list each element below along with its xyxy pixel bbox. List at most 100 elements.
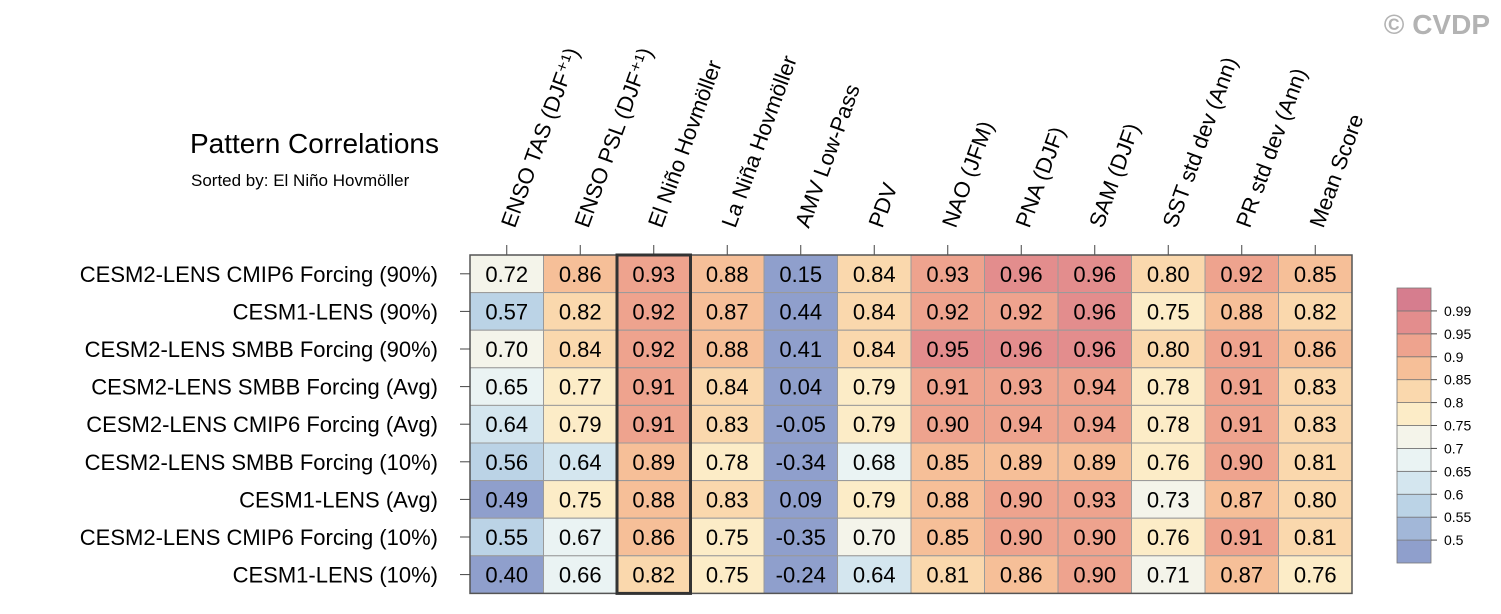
cell-value-label: 0.57 bbox=[485, 299, 528, 324]
colorbar-tick-label: 0.7 bbox=[1444, 440, 1464, 456]
cell-value-label: 0.79 bbox=[853, 375, 896, 400]
column-label: NAO (JFM) bbox=[937, 118, 999, 231]
cell-value-label: 0.84 bbox=[559, 337, 602, 362]
colorbar-segment bbox=[1396, 379, 1432, 403]
cell-value-label: 0.90 bbox=[1000, 487, 1043, 512]
colorbar-segment bbox=[1396, 470, 1432, 495]
cell-value-label: 0.96 bbox=[1073, 262, 1116, 287]
cell-value-label: 0.80 bbox=[1294, 487, 1337, 512]
cell-value-label: 0.90 bbox=[1220, 450, 1263, 475]
cell-value-label: 0.85 bbox=[1294, 262, 1337, 287]
heatmap-grid: 0.72 0.86 0.93 0.88 0.15 0.84 0.93 0.96 0.96 0.80… bbox=[469, 253, 1353, 595]
cell-value-label: 0.96 bbox=[1073, 299, 1116, 324]
heatmap-cell bbox=[1278, 367, 1353, 406]
cell-value-label: 0.81 bbox=[926, 563, 969, 588]
cell-value-label: 0.94 bbox=[1073, 412, 1116, 437]
colorbar-tick-label: 0.85 bbox=[1444, 372, 1471, 388]
cell-value-label: 0.49 bbox=[485, 487, 528, 512]
cell-value-label: 0.55 bbox=[485, 525, 528, 550]
heatmap-cell bbox=[1278, 329, 1353, 369]
colorbar-tick-label: 0.8 bbox=[1444, 395, 1464, 411]
cell-value-label: 0.93 bbox=[926, 262, 969, 287]
colorbar-tick-label: 0.65 bbox=[1444, 463, 1471, 479]
cell-value-label: 0.79 bbox=[853, 412, 896, 437]
column-label: ENSO PSL (DJF⁺¹) bbox=[569, 44, 657, 230]
cell-value-label: 0.91 bbox=[1220, 525, 1263, 550]
heatmap-cell bbox=[1131, 480, 1206, 519]
cell-value-label: 0.95 bbox=[926, 337, 969, 362]
heatmap-cell bbox=[1278, 442, 1353, 482]
cell-value-label: 0.87 bbox=[706, 299, 749, 324]
heatmap-cell bbox=[910, 517, 985, 557]
chart-title: Pattern Correlations bbox=[190, 128, 439, 159]
heatmap-cell bbox=[469, 254, 544, 294]
cell-value-label: 0.88 bbox=[706, 262, 749, 287]
colorbar-segment bbox=[1396, 539, 1432, 564]
heatmap-cell bbox=[1204, 329, 1279, 369]
cell-value-label: 0.87 bbox=[1220, 563, 1263, 588]
cell-value-label: 0.89 bbox=[1000, 450, 1043, 475]
cell-value-label: 0.84 bbox=[706, 375, 749, 400]
cell-value-label: 0.85 bbox=[926, 525, 969, 550]
cell-value-label: 0.40 bbox=[485, 563, 528, 588]
heatmap-cell bbox=[1278, 292, 1353, 331]
cell-value-label: -0.05 bbox=[776, 412, 826, 437]
colorbar-segment bbox=[1396, 356, 1432, 381]
heatmap-cell bbox=[763, 367, 838, 406]
cell-value-label: 0.78 bbox=[1147, 412, 1190, 437]
colorbar-tick-label: 0.95 bbox=[1444, 326, 1471, 342]
row-label: CESM2-LENS CMIP6 Forcing (90%) bbox=[80, 262, 438, 287]
heatmap-cell bbox=[763, 404, 838, 444]
row-label: CESM2-LENS CMIP6 Forcing (Avg) bbox=[86, 412, 438, 437]
cell-value-label: 0.80 bbox=[1147, 337, 1190, 362]
heatmap-cell bbox=[763, 292, 838, 331]
cell-value-label: 0.83 bbox=[1294, 412, 1337, 437]
heatmap-cell bbox=[1057, 404, 1132, 444]
column-label: SAM (DJF) bbox=[1084, 120, 1145, 231]
cell-value-label: 0.15 bbox=[779, 262, 822, 287]
heatmap-cell bbox=[690, 517, 765, 557]
column-label: ENSO TAS (DJF⁺¹) bbox=[496, 44, 584, 230]
row-label: CESM2-LENS SMBB Forcing (90%) bbox=[85, 337, 438, 362]
cell-value-label: 0.88 bbox=[1220, 299, 1263, 324]
colorbar-segment bbox=[1396, 448, 1432, 472]
cell-value-label: 0.66 bbox=[559, 563, 602, 588]
cell-value-label: 0.68 bbox=[853, 450, 896, 475]
heatmap-cell bbox=[984, 442, 1059, 482]
cell-value-label: 0.91 bbox=[1220, 375, 1263, 400]
cell-value-label: 0.44 bbox=[779, 299, 822, 324]
row-label: CESM2-LENS CMIP6 Forcing (10%) bbox=[80, 525, 438, 550]
colorbar-tick-label: 0.6 bbox=[1444, 486, 1464, 502]
heatmap-cell bbox=[910, 442, 985, 482]
column-labels: ENSO TAS (DJF⁺¹)ENSO PSL (DJF⁺¹)El Niño … bbox=[496, 44, 1369, 255]
cell-value-label: 0.84 bbox=[853, 299, 896, 324]
cell-value-label: 0.75 bbox=[706, 525, 749, 550]
cell-value-label: 0.88 bbox=[926, 487, 969, 512]
row-label: CESM1-LENS (Avg) bbox=[239, 487, 438, 512]
heatmap-cell bbox=[984, 517, 1059, 557]
cell-value-label: 0.82 bbox=[632, 563, 675, 588]
heatmap-cell bbox=[1204, 480, 1279, 519]
heatmap-cell bbox=[690, 442, 765, 482]
cell-value-label: 0.81 bbox=[1294, 450, 1337, 475]
colorbar-tick-label: 0.5 bbox=[1444, 532, 1464, 548]
heatmap-cell bbox=[984, 329, 1059, 369]
heatmap-cell bbox=[910, 555, 985, 594]
cell-value-label: 0.75 bbox=[1147, 299, 1190, 324]
cell-value-label: 0.94 bbox=[1000, 412, 1043, 437]
cell-value-label: 0.92 bbox=[1220, 262, 1263, 287]
cell-value-label: 0.92 bbox=[1000, 299, 1043, 324]
cell-value-label: 0.81 bbox=[1294, 525, 1337, 550]
cell-value-label: 0.83 bbox=[706, 487, 749, 512]
cell-value-label: 0.86 bbox=[632, 525, 675, 550]
cell-value-label: 0.78 bbox=[706, 450, 749, 475]
heatmap-cell bbox=[910, 254, 985, 294]
chart-subtitle: Sorted by: El Niño Hovmöller bbox=[191, 171, 410, 190]
heatmap-cell bbox=[616, 404, 691, 444]
cell-value-label: 0.83 bbox=[706, 412, 749, 437]
cell-value-label: 0.78 bbox=[1147, 375, 1190, 400]
cell-value-label: 0.90 bbox=[1073, 525, 1116, 550]
heatmap-cell bbox=[1131, 517, 1206, 557]
heatmap-cell bbox=[1057, 555, 1132, 594]
